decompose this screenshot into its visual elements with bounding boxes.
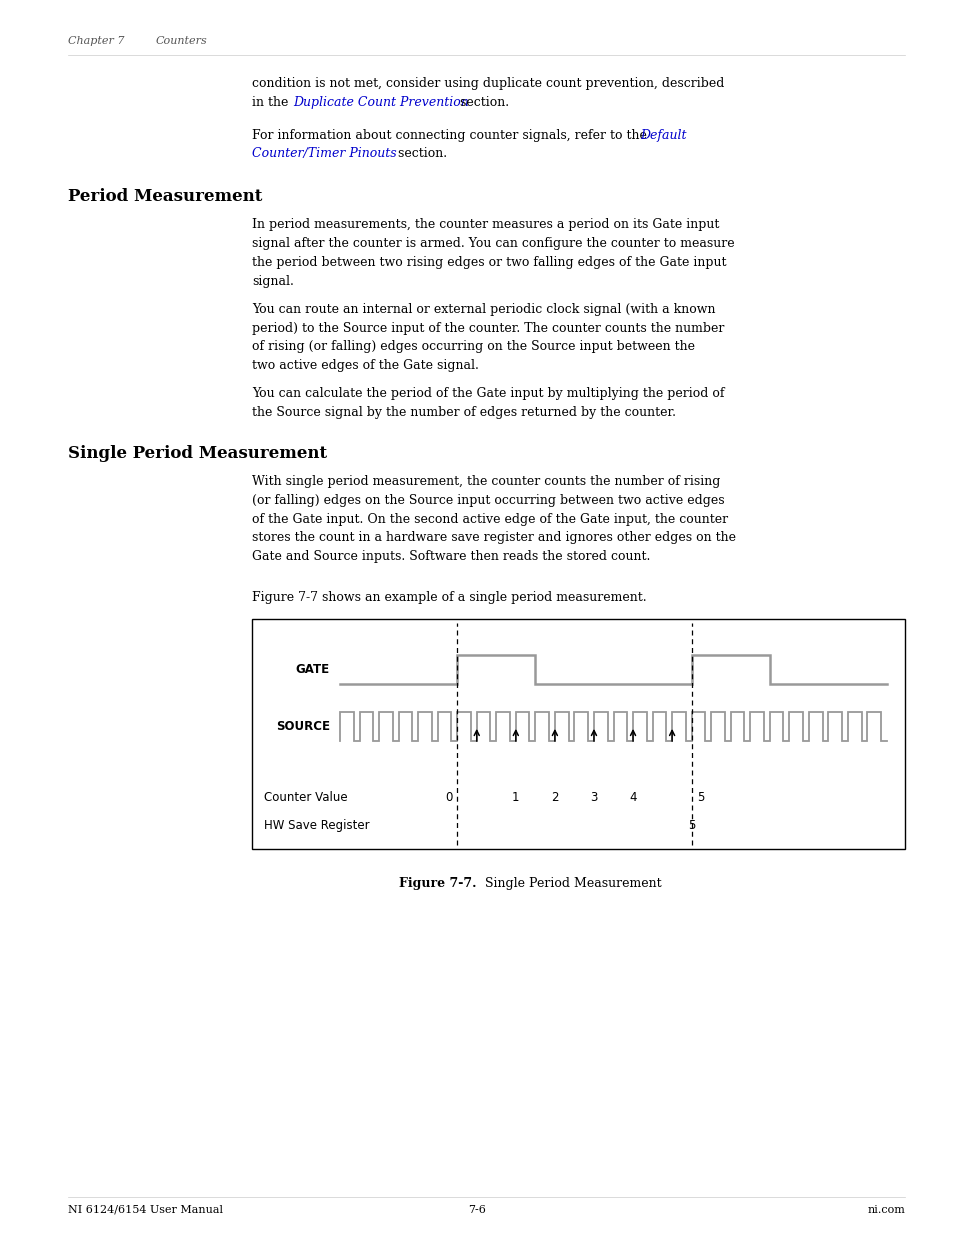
Bar (252, 619, 904, 848)
Text: Chapter 7: Chapter 7 (68, 36, 125, 46)
Text: HW Save Register: HW Save Register (264, 819, 369, 831)
Text: You can calculate the period of the Gate input by multiplying the period of: You can calculate the period of the Gate… (252, 388, 723, 400)
Text: With single period measurement, the counter counts the number of rising: With single period measurement, the coun… (252, 475, 720, 488)
Text: Counter Value: Counter Value (264, 790, 347, 804)
Text: signal.: signal. (252, 274, 294, 288)
Text: Counters: Counters (156, 36, 208, 46)
Text: section.: section. (455, 96, 508, 109)
Text: 5: 5 (696, 790, 703, 804)
Text: Default: Default (639, 128, 686, 142)
Text: condition is not met, consider using duplicate count prevention, described: condition is not met, consider using dup… (252, 77, 723, 90)
Text: in the: in the (252, 96, 292, 109)
Text: 1: 1 (512, 790, 519, 804)
Text: 4: 4 (629, 790, 636, 804)
Text: GATE: GATE (295, 663, 330, 676)
Text: of the Gate input. On the second active edge of the Gate input, the counter: of the Gate input. On the second active … (252, 513, 727, 526)
Text: You can route an internal or external periodic clock signal (with a known: You can route an internal or external pe… (252, 303, 715, 316)
Text: In period measurements, the counter measures a period on its Gate input: In period measurements, the counter meas… (252, 219, 719, 231)
Text: stores the count in a hardware save register and ignores other edges on the: stores the count in a hardware save regi… (252, 531, 735, 545)
Text: Figure 7-7 shows an example of a single period measurement.: Figure 7-7 shows an example of a single … (252, 592, 646, 604)
Text: 2: 2 (551, 790, 558, 804)
Text: For information about connecting counter signals, refer to the: For information about connecting counter… (252, 128, 650, 142)
Text: the Source signal by the number of edges returned by the counter.: the Source signal by the number of edges… (252, 406, 676, 419)
Text: NI 6124/6154 User Manual: NI 6124/6154 User Manual (68, 1205, 223, 1215)
Text: Duplicate Count Prevention: Duplicate Count Prevention (294, 96, 469, 109)
Text: 3: 3 (590, 790, 597, 804)
Text: Single Period Measurement: Single Period Measurement (476, 877, 661, 890)
Text: of rising (or falling) edges occurring on the Source input between the: of rising (or falling) edges occurring o… (252, 341, 695, 353)
Text: ni.com: ni.com (866, 1205, 904, 1215)
Text: Period Measurement: Period Measurement (68, 188, 262, 205)
Text: Single Period Measurement: Single Period Measurement (68, 445, 327, 462)
Text: Figure 7-7.: Figure 7-7. (399, 877, 476, 890)
Text: 7-6: 7-6 (468, 1205, 485, 1215)
Text: (or falling) edges on the Source input occurring between two active edges: (or falling) edges on the Source input o… (252, 494, 724, 506)
Text: signal after the counter is armed. You can configure the counter to measure: signal after the counter is armed. You c… (252, 237, 734, 249)
Text: Gate and Source inputs. Software then reads the stored count.: Gate and Source inputs. Software then re… (252, 551, 650, 563)
Text: SOURCE: SOURCE (275, 720, 330, 734)
Text: section.: section. (394, 147, 447, 161)
Text: period) to the Source input of the counter. The counter counts the number: period) to the Source input of the count… (252, 321, 723, 335)
Text: the period between two rising edges or two falling edges of the Gate input: the period between two rising edges or t… (252, 256, 726, 269)
Text: 5: 5 (687, 819, 695, 831)
Text: Counter/Timer Pinouts: Counter/Timer Pinouts (252, 147, 396, 161)
Text: two active edges of the Gate signal.: two active edges of the Gate signal. (252, 359, 478, 372)
Text: 0: 0 (444, 790, 452, 804)
